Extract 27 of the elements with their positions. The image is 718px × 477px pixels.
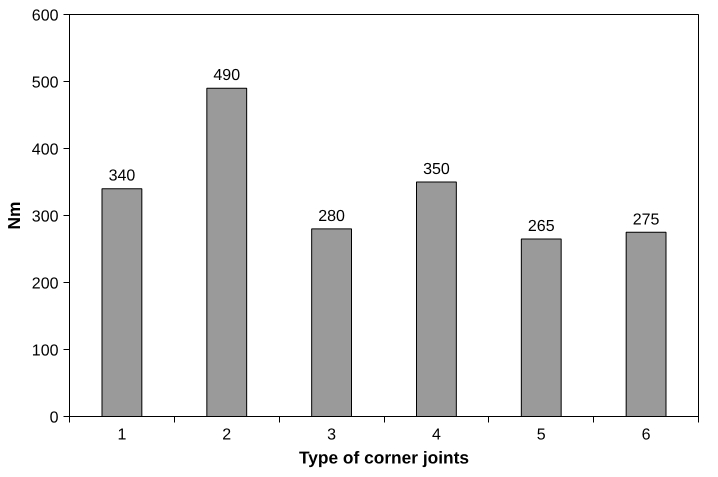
x-tick-label: 6 (642, 426, 651, 444)
bar (520, 238, 562, 416)
y-tick-label: 200 (32, 276, 59, 292)
x-tick-label: 4 (432, 426, 441, 444)
y-tick-label: 500 (32, 74, 59, 92)
bar (206, 88, 248, 416)
data-label: 275 (632, 211, 660, 228)
y-tick-label: 400 (32, 142, 59, 158)
x-axis-title: Type of corner joints (298, 448, 470, 468)
bar (416, 182, 457, 416)
y-tick-label: 100 (32, 342, 59, 360)
bar (102, 188, 142, 416)
y-tick-label: 300 (32, 208, 59, 226)
x-tick-label: 5 (536, 426, 546, 444)
bar (311, 228, 352, 416)
x-tick-label: 2 (222, 426, 232, 444)
data-label: 265 (528, 218, 555, 235)
x-tick-label: 3 (327, 426, 336, 444)
data-label: 340 (108, 168, 136, 185)
y-tick-label: 0 (50, 410, 59, 426)
bar (626, 232, 666, 416)
data-label: 280 (318, 208, 346, 225)
y-tick-label: 600 (32, 8, 59, 24)
data-label: 490 (213, 67, 240, 84)
y-axis-title: Nm (4, 202, 24, 230)
x-tick-label: 1 (117, 426, 126, 444)
data-label: 350 (423, 161, 450, 178)
